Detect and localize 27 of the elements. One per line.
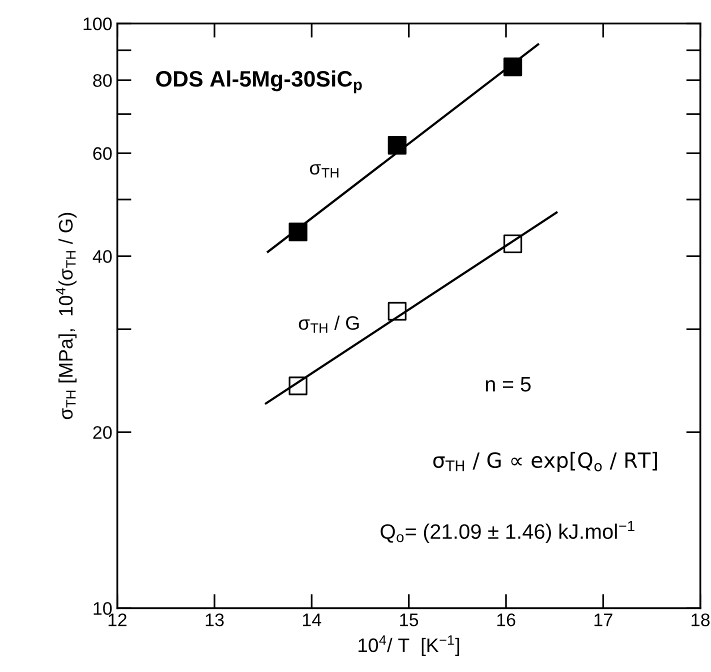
point <box>388 136 407 155</box>
x-tick-label: 15 <box>400 614 418 626</box>
x-tick-label: 17 <box>594 614 612 626</box>
annotation: ODS Al-5Mg-30SiC$_{p}$ <box>156 70 362 94</box>
annotation: n = 5 <box>486 377 531 392</box>
annotation: Q$_{o}$= (21.09 ± 1.46) kJ.mol$^{−1}$ <box>380 521 634 544</box>
x-tick-label: 16 <box>497 614 516 626</box>
series-label: σ$_{TH}$ / G <box>298 316 359 333</box>
point <box>288 222 308 242</box>
point <box>388 302 407 321</box>
y-tick-label: 20 <box>93 426 112 439</box>
y-tick-label: 80 <box>93 74 112 87</box>
x-tick-label: 14 <box>302 614 322 626</box>
x-axis-title: 10$^{4}$/ T [K$^{−1}$] <box>358 635 460 656</box>
text: σ$_{TH}$ <box>310 164 338 178</box>
x-tick-label: 18 <box>692 614 710 626</box>
y-tick-label: 40 <box>92 250 112 263</box>
point <box>503 234 522 254</box>
point <box>503 58 522 76</box>
y-axis-title: σ$_{TH}$ [MPa], 10$^{4}$(σ$_{TH}$ / G) <box>56 212 77 420</box>
y-tick-label: 10 <box>94 602 112 615</box>
y-tick-label: 60 <box>93 147 112 160</box>
x-tick-label: 12 <box>108 614 126 626</box>
annotation: σ$_{TH}$ / G ∝ exp[Q$_{o}$ / RT] <box>433 452 657 472</box>
point <box>288 376 308 396</box>
x-tick-label: 13 <box>206 614 224 626</box>
y-tick-label: 100 <box>84 17 112 30</box>
